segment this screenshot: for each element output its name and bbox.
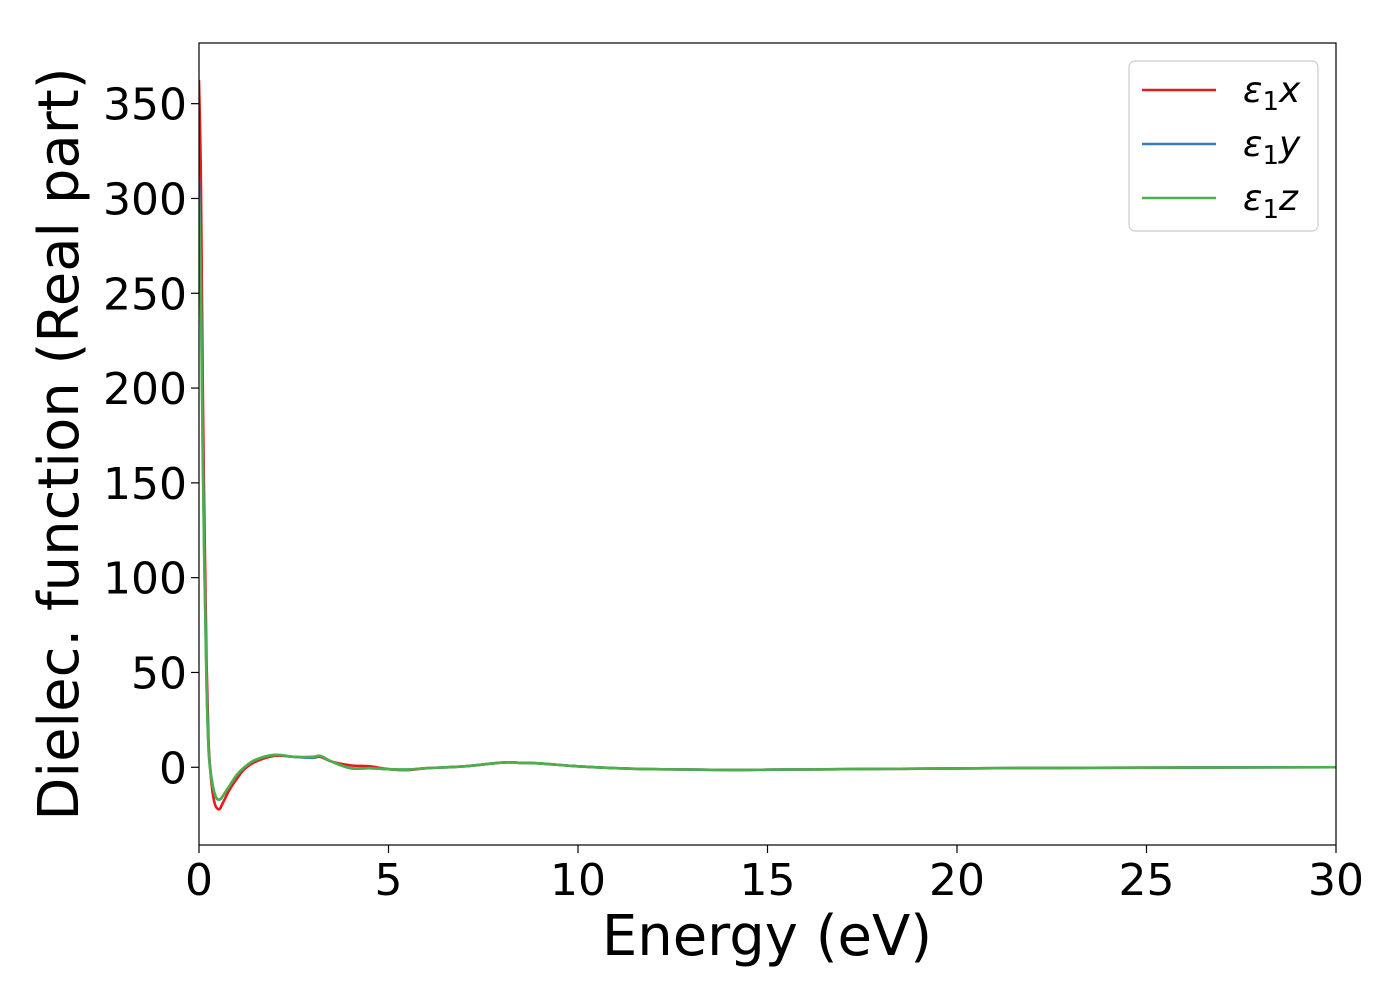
series-lines <box>199 79 1336 811</box>
y-tick-label: 200 <box>103 364 187 415</box>
y-axis-ticks: 0 50 100 150 200 250 300 350 <box>103 80 199 794</box>
y-tick-label: 50 <box>131 648 187 699</box>
series-line-z <box>199 197 1336 802</box>
x-tick-label: 0 <box>185 855 213 906</box>
legend-label-z: ε1z <box>1243 178 1299 225</box>
x-tick-label: 5 <box>375 855 403 906</box>
legend-symbol: ε <box>1243 124 1262 165</box>
legend-subscript: 1 <box>1262 141 1279 171</box>
y-tick-label: 350 <box>103 80 187 131</box>
legend-subscript: 1 <box>1262 195 1279 225</box>
x-tick-label: 10 <box>550 855 606 906</box>
y-tick-label: 100 <box>103 554 187 605</box>
legend-label-x: ε1x <box>1243 70 1301 117</box>
y-tick-label: 150 <box>103 459 187 510</box>
x-tick-label: 25 <box>1119 855 1175 906</box>
legend-variable: z <box>1278 178 1299 219</box>
legend-variable: x <box>1278 70 1301 111</box>
legend-variable: y <box>1278 124 1301 165</box>
y-tick-label: 250 <box>103 269 187 320</box>
legend-label-y: ε1y <box>1243 124 1301 171</box>
y-tick-label: 300 <box>103 174 187 225</box>
y-axis-label: Dielec. function (Real part) <box>27 67 92 820</box>
x-tick-label: 15 <box>740 855 796 906</box>
x-tick-label: 20 <box>929 855 985 906</box>
legend-symbol: ε <box>1243 70 1262 111</box>
legend-subscript: 1 <box>1262 87 1279 117</box>
legend-box <box>1128 60 1319 232</box>
legend-symbol: ε <box>1243 178 1262 219</box>
x-axis-label: Energy (eV) <box>602 904 932 969</box>
x-axis-ticks: 0 5 10 15 20 25 30 <box>185 845 1364 906</box>
x-tick-label: 30 <box>1308 855 1364 906</box>
y-tick-label: 0 <box>159 743 187 794</box>
